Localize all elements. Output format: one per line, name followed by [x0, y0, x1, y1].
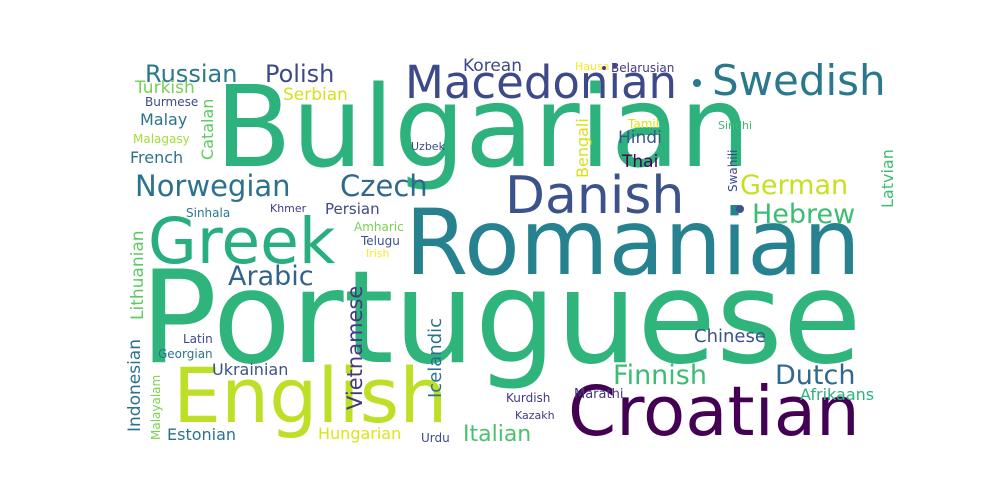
word-bulgarian: Bulgarian	[215, 63, 751, 193]
word-marathi: Marathi	[574, 387, 624, 402]
word-english: English	[173, 351, 448, 440]
word-norwegian: Norwegian	[135, 169, 291, 203]
word-persian: Persian	[325, 200, 380, 218]
word-kazakh: Kazakh	[515, 409, 555, 422]
word-indonesian: Indonesian	[125, 339, 145, 432]
word-macedonian: Macedonian	[405, 56, 678, 109]
word-latin: Latin	[183, 332, 213, 346]
word-dutch: Dutch	[775, 360, 856, 391]
word-serbian: Serbian	[283, 85, 348, 105]
word-thai: Thai	[622, 152, 659, 172]
word-hungarian: Hungarian	[318, 424, 402, 443]
word-irish: Irish	[366, 247, 390, 260]
word-latvian: Latvian	[878, 149, 897, 208]
word-korean: Korean	[463, 56, 522, 76]
word-portuguese: Portuguese	[140, 244, 862, 393]
word-vietnamese: Vietnamese	[343, 285, 367, 410]
word-swahili: Swahili	[726, 149, 740, 192]
word-turkish: Turkish	[135, 78, 195, 98]
word-estonian: Estonian	[167, 425, 237, 444]
word-afrikaans: Afrikaans	[800, 385, 875, 404]
word-belarusian: Belarusian	[611, 61, 675, 75]
word-russian: Russian	[145, 60, 238, 88]
word-icelandic: Icelandic	[425, 317, 446, 398]
word-swedish: Swedish	[712, 56, 886, 105]
word-telugu: Telugu	[361, 234, 400, 248]
word-finnish: Finnish	[613, 360, 707, 391]
word-lithuanian: Lithuanian	[128, 230, 148, 320]
word-arabic: Arabic	[228, 261, 314, 292]
word-malayalam: Malayalam	[149, 374, 163, 440]
word-danish: Danish	[505, 166, 685, 226]
word-kurdish: Kurdish	[506, 391, 551, 405]
word-bengali: Bengali	[573, 118, 592, 178]
word-malagasy: Malagasy	[133, 132, 190, 146]
word-hausa: Hausa	[575, 60, 610, 73]
word-sindhi: Sindhi	[718, 119, 753, 132]
word-hebrew: Hebrew	[752, 199, 856, 230]
word-czech: Czech	[340, 169, 428, 203]
separator-dot	[736, 205, 744, 213]
word-italian: Italian	[463, 422, 532, 447]
word-catalan: Catalan	[198, 98, 217, 160]
separator-dot	[602, 66, 606, 70]
word-ukrainian: Ukrainian	[212, 360, 289, 379]
word-tamil: Tamil	[628, 117, 660, 131]
word-hindi: Hindi	[618, 128, 662, 148]
word-burmese: Burmese	[145, 95, 199, 109]
separator-dot	[693, 79, 701, 87]
word-romanian: Romanian	[405, 191, 861, 296]
word-german: German	[740, 170, 849, 201]
word-georgian: Georgian	[158, 347, 213, 361]
word-croatian: Croatian	[568, 372, 860, 452]
word-uzbek: Uzbek	[411, 140, 445, 153]
word-sinhala: Sinhala	[186, 206, 231, 220]
word-malay: Malay	[140, 110, 188, 129]
word-urdu: Urdu	[421, 431, 450, 445]
word-amharic: Amharic	[354, 220, 404, 234]
word-french: French	[130, 148, 184, 167]
word-greek: Greek	[148, 205, 336, 278]
word-polish: Polish	[265, 60, 335, 88]
word-khmer: Khmer	[270, 202, 307, 215]
word-chinese: Chinese	[694, 326, 766, 347]
